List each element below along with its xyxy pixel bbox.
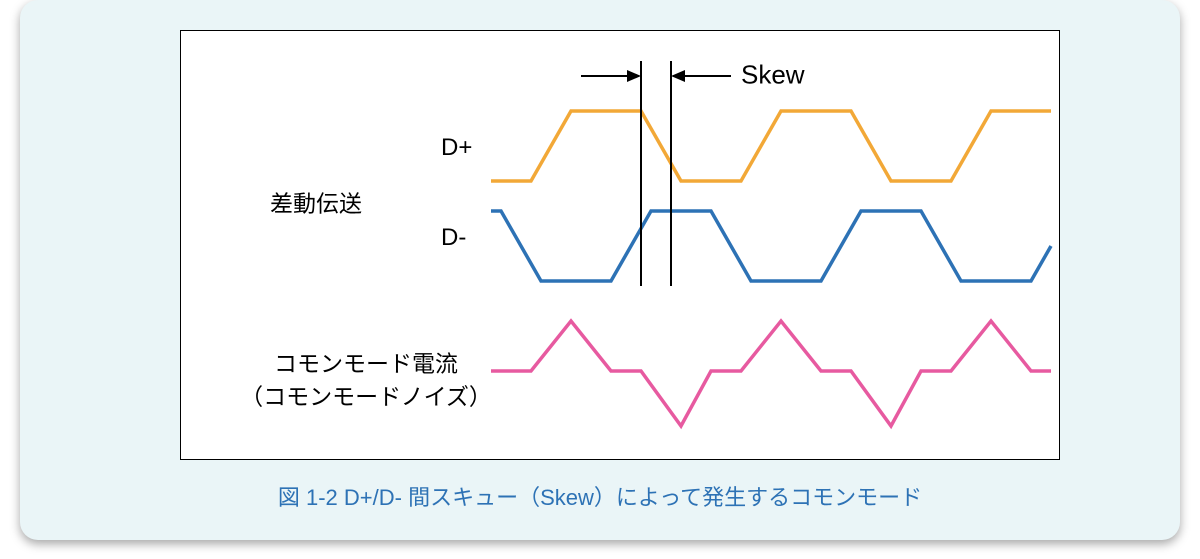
label-skew: Skew [741,59,805,89]
skew-arrow-left-head [627,70,641,82]
waveform-d-plus [491,111,1051,181]
waveform-common-mode [491,321,1051,426]
label-common-mode-line2: （コモンモードノイズ） [240,383,492,409]
label-common-mode-line1: コモンモード電流 [274,350,458,376]
waveform-diagram: Skew D+ D- 差動伝送コモンモード電流 （コモンモードノイズ） [181,31,1061,461]
label-differential: 差動伝送 [270,190,362,216]
label-d-plus: D+ [441,134,472,161]
label-d-minus: D- [441,224,466,251]
figure-card: Skew D+ D- 差動伝送コモンモード電流 （コモンモードノイズ） 図 1-2 D+… [20,0,1180,540]
figure-caption: 図 1-2 D+/D- 間スキュー（Skew）によって発生するコモンモード [20,480,1180,512]
waveform-d-minus [491,211,1051,281]
skew-arrow-right-head [671,70,685,82]
chart-bounding-box: Skew D+ D- 差動伝送コモンモード電流 （コモンモードノイズ） [180,30,1060,460]
